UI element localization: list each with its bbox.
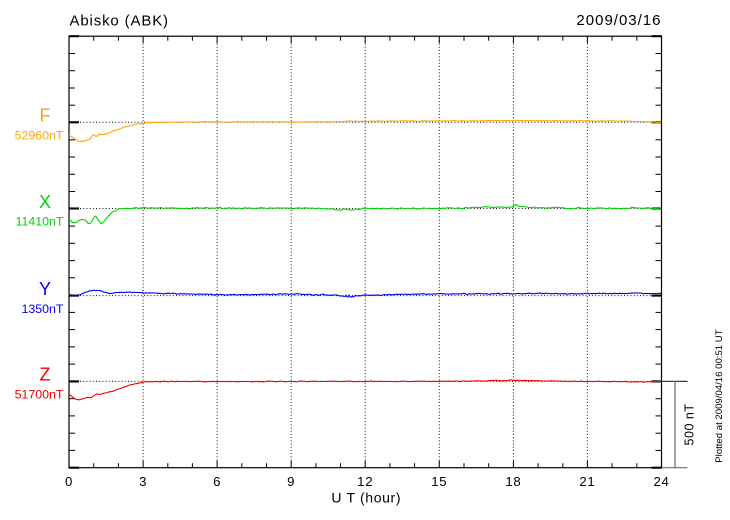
svg-text:Abisko (ABK): Abisko (ABK) (70, 12, 169, 29)
svg-text:18: 18 (505, 474, 521, 489)
svg-text:Z: Z (40, 365, 51, 385)
svg-text:9: 9 (287, 474, 295, 489)
svg-text:U T (hour): U T (hour) (331, 490, 401, 506)
svg-text:15: 15 (431, 474, 447, 489)
svg-text:500 nT: 500 nT (683, 404, 697, 446)
svg-text:3: 3 (139, 474, 147, 489)
svg-text:1350nT: 1350nT (21, 302, 63, 316)
svg-text:F: F (40, 106, 51, 126)
svg-text:Y: Y (39, 279, 51, 299)
svg-text:12: 12 (357, 474, 373, 489)
svg-text:Plotted at 2009/04/16 00:51 UT: Plotted at 2009/04/16 00:51 UT (714, 329, 725, 462)
svg-text:2009/03/16: 2009/03/16 (576, 12, 661, 29)
svg-text:6: 6 (213, 474, 221, 489)
svg-text:X: X (39, 192, 51, 212)
svg-text:52960nT: 52960nT (15, 129, 64, 143)
svg-text:21: 21 (579, 474, 595, 489)
svg-text:51700nT: 51700nT (15, 388, 64, 402)
svg-text:24: 24 (653, 474, 669, 489)
svg-text:11410nT: 11410nT (16, 215, 64, 229)
svg-text:0: 0 (65, 474, 73, 489)
